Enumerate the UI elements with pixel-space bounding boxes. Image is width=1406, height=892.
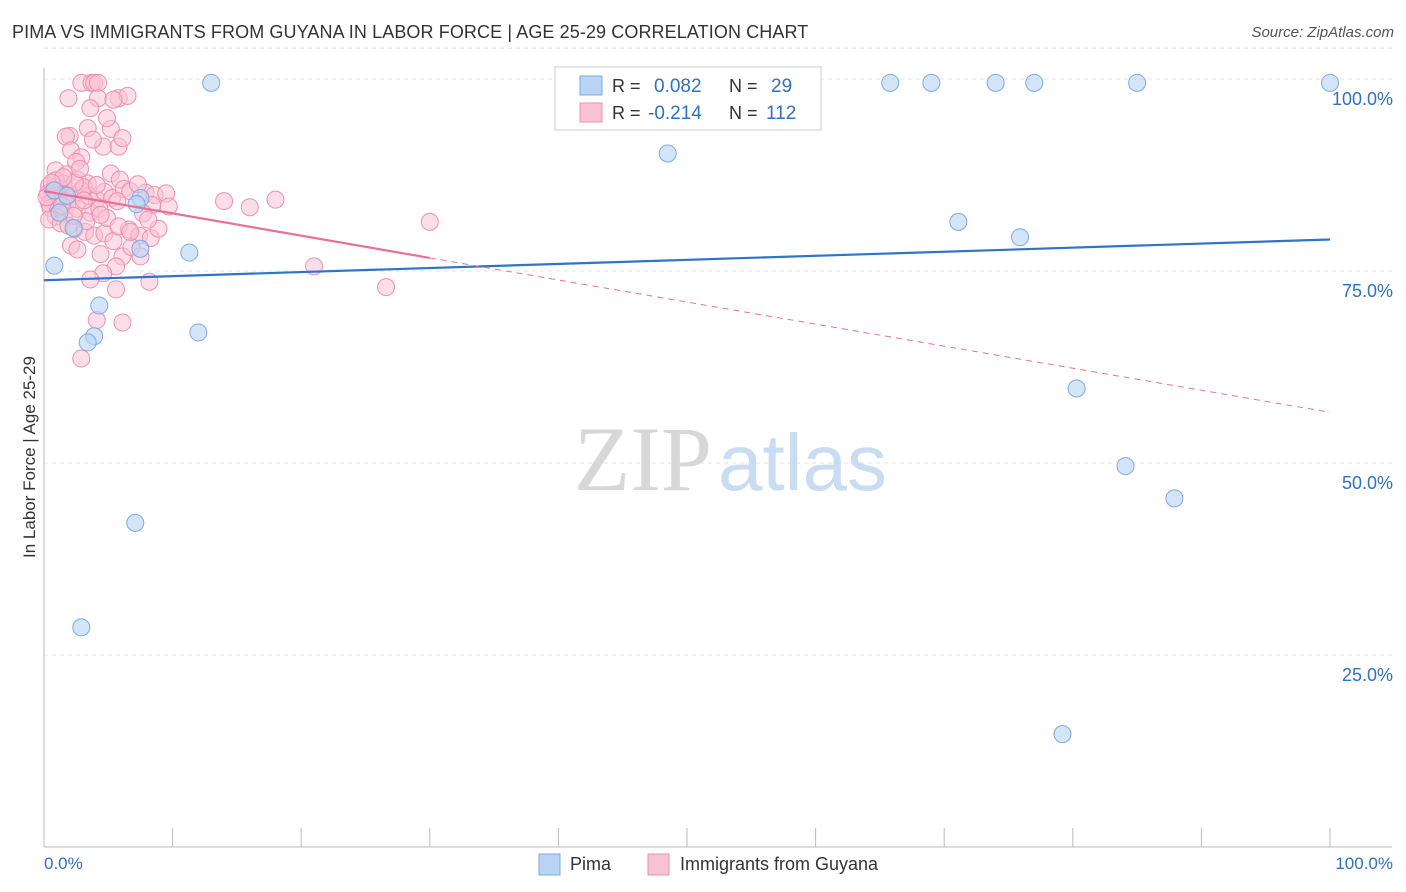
watermark-atlas: atlas <box>718 418 887 507</box>
pima-point <box>90 296 109 315</box>
legend-label-pima: Pima <box>570 854 612 874</box>
legend-swatch-pima-bottom <box>538 853 561 876</box>
guyana-point <box>68 240 87 259</box>
guyana-point <box>215 192 234 211</box>
pima-point <box>949 212 968 231</box>
pima-point <box>881 73 900 92</box>
guyana-point <box>91 245 110 264</box>
x-tick-label-max: 100.0% <box>1335 854 1393 873</box>
x-tick-label-min: 0.0% <box>44 854 83 873</box>
guyana-point <box>121 222 140 241</box>
guyana-point <box>91 205 110 224</box>
pima-point <box>986 73 1005 92</box>
chart-source: Source: ZipAtlas.com <box>1251 24 1394 41</box>
guyana-trend-line <box>43 190 430 260</box>
legend-swatch-guyana-bottom <box>647 853 670 876</box>
y-tick-label: 75.0% <box>1342 281 1393 301</box>
watermark: ZIP atlas <box>574 408 887 510</box>
guyana-point <box>74 191 93 210</box>
y-tick-label: 50.0% <box>1342 473 1393 493</box>
pima-point <box>1011 228 1030 247</box>
guyana-point <box>98 109 117 128</box>
pima-point <box>922 73 941 92</box>
pima-point <box>1053 725 1072 744</box>
pima-point <box>72 618 91 637</box>
pima-point <box>202 73 221 92</box>
legend-swatch-guyana <box>579 102 603 123</box>
guyana-point <box>87 311 106 330</box>
legend-label-guyana: Immigrants from Guyana <box>680 854 879 874</box>
chart-title: PIMA VS IMMIGRANTS FROM GUYANA IN LABOR … <box>12 22 809 42</box>
pima-point <box>126 513 145 532</box>
y-axis-label: In Labor Force | Age 25-29 <box>20 356 39 558</box>
pima-point <box>127 195 146 214</box>
pima-point <box>78 333 97 352</box>
legend-n-value-pima: 29 <box>771 76 792 97</box>
legend-r-value-pima: 0.082 <box>654 76 702 97</box>
y-tick-labels: 25.0% 50.0% 75.0% 100.0% <box>1332 89 1393 685</box>
pima-point <box>189 323 208 342</box>
guyana-point <box>83 130 102 149</box>
y-tick-label: 100.0% <box>1332 89 1393 109</box>
pima-point <box>658 144 677 163</box>
correlation-legend: R = 0.082 N = 29 R = -0.214 N = 112 <box>554 66 822 131</box>
pima-point <box>131 239 150 258</box>
legend-swatch-pima <box>579 75 603 96</box>
guyana-point <box>240 198 259 217</box>
guyana-point <box>81 99 100 118</box>
guyana-point <box>89 73 108 92</box>
legend-r-label-guyana: R = <box>612 103 641 123</box>
pima-point <box>50 203 69 222</box>
pima-series-points <box>45 73 1339 744</box>
pima-point <box>180 243 199 262</box>
guyana-point <box>420 212 439 231</box>
guyana-series-points <box>37 73 439 368</box>
pima-point <box>1025 73 1044 92</box>
guyana-point <box>59 89 78 108</box>
series-legend: Pima Immigrants from Guyana <box>538 853 879 876</box>
guyana-point <box>139 210 158 229</box>
pima-trend-line <box>43 238 1331 282</box>
watermark-zip: ZIP <box>574 408 712 510</box>
y-tick-label: 25.0% <box>1342 665 1393 685</box>
legend-r-value-guyana: -0.214 <box>648 103 702 124</box>
pima-point <box>1067 379 1086 398</box>
guyana-point <box>107 280 126 299</box>
guyana-point <box>71 159 90 178</box>
legend-n-label-guyana: N = <box>729 103 758 123</box>
pima-point <box>1165 489 1184 508</box>
pima-point <box>1128 73 1147 92</box>
legend-r-label-pima: R = <box>612 76 641 96</box>
pima-point <box>64 218 83 237</box>
guyana-point <box>87 175 106 194</box>
guyana-point <box>377 278 396 297</box>
trend-lines <box>43 190 1331 413</box>
guyana-point <box>266 190 285 209</box>
guyana-point <box>113 129 132 148</box>
guyana-point <box>108 192 127 211</box>
legend-n-value-guyana: 112 <box>766 103 796 124</box>
pima-point <box>45 256 64 275</box>
guyana-point <box>113 313 132 332</box>
pima-point <box>1116 457 1135 476</box>
guyana-trend-extension <box>429 257 1331 413</box>
guyana-point <box>104 90 123 109</box>
pima-point <box>1321 73 1339 92</box>
legend-n-label-pima: N = <box>729 76 758 96</box>
grid-lines <box>44 47 1392 656</box>
guyana-point <box>72 349 91 368</box>
